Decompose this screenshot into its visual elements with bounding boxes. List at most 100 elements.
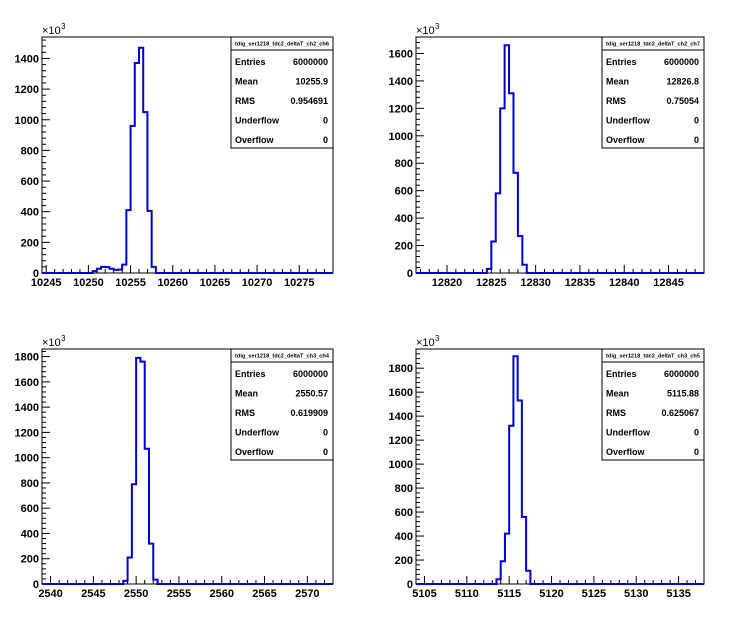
stats-box-frame [230,348,334,461]
histogram-bin [513,173,517,273]
stats-value: 10255.9 [295,77,328,87]
y-tick-label: 0 [407,579,413,591]
x-tick-label: 12845 [653,277,684,289]
x-tick-label: 12825 [476,277,507,289]
stats-value: 0.625067 [661,408,699,418]
histogram-bin [501,561,505,584]
stats-label: Overflow [606,135,646,145]
y-tick-label: 0 [33,579,39,591]
histogram-bin [496,579,500,584]
y-tick-label: 1200 [15,84,39,96]
x-tick-label: 10245 [31,277,62,289]
histogram-bin [505,45,509,273]
x-tick-label: 10250 [73,277,104,289]
stats-label: Mean [606,77,629,87]
y-exponent-label: 3 [61,334,66,343]
y-tick-label: 1400 [15,402,39,414]
y-tick-label: 600 [21,176,39,188]
x-tick-label: 12835 [565,277,596,289]
stats-value: 0 [694,447,699,457]
stats-value: 0 [323,447,328,457]
stats-label: Mean [235,389,258,399]
stats-value: 0.954691 [290,96,328,106]
histogram-outline [416,44,704,274]
histogram-bin [139,48,143,273]
y-tick-label: 1400 [389,411,413,423]
y-tick-label: 1600 [15,377,39,389]
stats-label: Underflow [235,116,280,126]
x-tick-label: 12840 [609,277,640,289]
stats-label: RMS [606,96,626,106]
stats-box-frame [601,348,705,461]
y-tick-label: 1000 [389,459,413,471]
histogram-bin [491,241,495,273]
stats-value: 0 [694,116,699,126]
stats-label: Entries [235,369,266,379]
histogram-bin [123,581,127,584]
y-tick-label: 400 [395,531,413,543]
histogram-bin [101,267,105,273]
x-tick-label: 10270 [242,277,273,289]
x-tick-label: 12820 [432,277,463,289]
stats-value: 0.619909 [290,408,328,418]
y-tick-label: 1800 [389,363,413,375]
stats-label: Entries [235,57,266,67]
histogram-bin [513,356,517,584]
stats-value: 6000000 [664,369,699,379]
histogram-bin [145,449,149,584]
y-tick-label: 1200 [389,435,413,447]
stats-label: Underflow [606,428,651,438]
stats-label: RMS [235,408,255,418]
x-tick-label: 2560 [209,588,233,600]
x-tick-label: 10255 [115,277,146,289]
y-multiplier-label: ×10 [416,337,435,349]
histogram-outline [42,46,333,274]
histogram-bin [118,270,122,273]
histogram-bin [143,112,147,273]
x-tick-label: 10260 [157,277,188,289]
y-tick-label: 800 [21,478,39,490]
y-tick-label: 1200 [15,427,39,439]
y-tick-label: 1000 [389,131,413,143]
stats-box: tdig_ser1218_tdc2_deltaT_ch2_ch7 Entries 6… [601,36,705,149]
histogram-bin [97,269,101,273]
histogram-pad-ch3-ch4: 0 200 400 600 800 1000 1200 1400 1600 1800 2540 254… [15,334,334,600]
stats-label: Entries [606,369,637,379]
y-exponent-label: 3 [61,22,66,31]
histogram-pad-ch3-ch5: 0 200 400 600 800 1000 1200 1400 1600 1800 5105 511… [389,334,705,600]
stats-label: Overflow [606,447,646,457]
stats-label: Overflow [235,135,275,145]
histogram-bin [152,267,156,273]
histogram-bin [132,484,136,584]
histogram-bin [509,93,513,273]
histogram-bin [147,211,151,273]
stats-label: Underflow [235,428,280,438]
histogram-bin [518,401,522,584]
stats-value: 6000000 [293,369,328,379]
x-tick-label: 5105 [412,588,436,600]
histogram-bin [122,265,126,273]
histogram-bin [500,108,504,273]
x-tick-label: 5110 [455,588,479,600]
y-multiplier-label: ×10 [42,337,61,349]
y-tick-label: 400 [21,207,39,219]
stats-value: 5115.88 [667,389,699,399]
histogram-bin [522,517,526,584]
y-tick-label: 1200 [389,103,413,115]
histogram-bin [149,544,153,584]
stats-title: tdig_ser1218_tdc2_deltaT_ch3_ch5 [606,354,700,360]
histogram-bin [505,534,509,584]
y-tick-label: 0 [407,268,413,280]
stats-title: tdig_ser1218_tdc2_deltaT_ch3_ch4 [235,354,330,360]
histogram-pad-ch2-ch7: 0 200 400 600 800 1000 1200 1400 1600 12820 12825 1… [389,22,705,289]
y-tick-label: 1800 [15,352,39,364]
y-tick-label: 200 [395,555,413,567]
stats-value: 2550.57 [295,389,328,399]
histogram-bin [140,362,144,584]
stats-value: 0 [323,135,328,145]
y-tick-label: 600 [395,507,413,519]
stats-box: tdig_ser1218_tdc2_deltaT_ch2_ch6 Entries 6… [230,36,334,149]
stats-label: RMS [235,96,255,106]
y-tick-label: 200 [21,237,39,249]
